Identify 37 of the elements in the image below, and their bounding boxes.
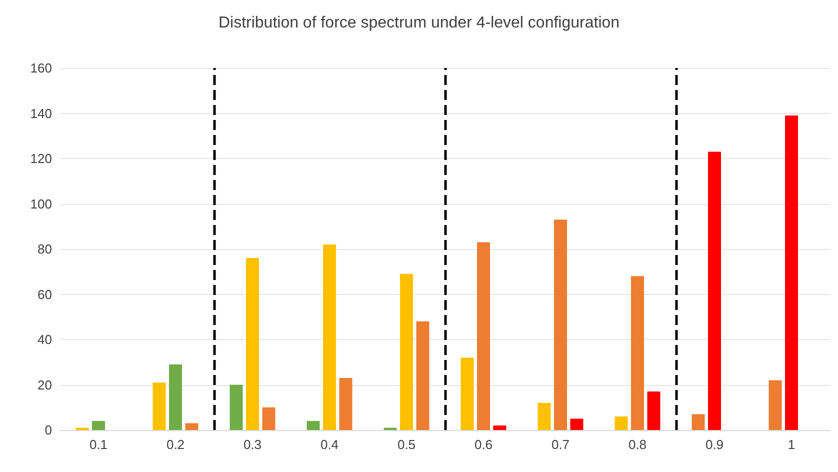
x-tick-label: 0.9 bbox=[705, 437, 724, 452]
x-tick-label: 0.7 bbox=[551, 437, 570, 452]
y-tick-label: 60 bbox=[38, 286, 52, 302]
x-tick-label: 1 bbox=[788, 437, 796, 452]
x-tick-label: 0.2 bbox=[166, 437, 185, 452]
bar bbox=[538, 402, 551, 430]
bar bbox=[785, 116, 798, 430]
y-tick-label: 0 bbox=[44, 422, 52, 438]
bar bbox=[460, 358, 474, 430]
bar bbox=[262, 407, 276, 430]
bar bbox=[570, 418, 584, 430]
bar bbox=[306, 420, 320, 430]
y-tick-label: 100 bbox=[30, 196, 52, 212]
x-tick-label: 0.3 bbox=[243, 437, 262, 452]
x-tick-label: 0.5 bbox=[397, 437, 416, 452]
y-tick-label: 40 bbox=[38, 332, 52, 347]
y-tick-label: 120 bbox=[30, 151, 52, 166]
bar bbox=[339, 378, 352, 430]
x-tick-label: 0.1 bbox=[89, 437, 108, 452]
y-tick-label: 20 bbox=[38, 377, 52, 392]
bar bbox=[416, 321, 430, 430]
bar bbox=[169, 364, 182, 430]
bar bbox=[92, 420, 105, 430]
y-tick-label: 140 bbox=[30, 106, 52, 121]
bar bbox=[708, 152, 721, 430]
bar bbox=[185, 423, 198, 430]
x-tick-label: 0.4 bbox=[320, 437, 339, 452]
bar bbox=[152, 382, 166, 430]
y-tick-label: 80 bbox=[38, 242, 52, 256]
bar bbox=[493, 425, 506, 430]
bar bbox=[614, 416, 628, 430]
bar bbox=[647, 392, 660, 430]
bar bbox=[230, 384, 243, 430]
x-tick-label: 0.8 bbox=[628, 437, 647, 452]
x-tick-label: 0.6 bbox=[474, 437, 493, 452]
y-tick-label: 160 bbox=[30, 60, 52, 76]
chart-title: Distribution of force spectrum under 4-level configuration bbox=[218, 14, 620, 32]
